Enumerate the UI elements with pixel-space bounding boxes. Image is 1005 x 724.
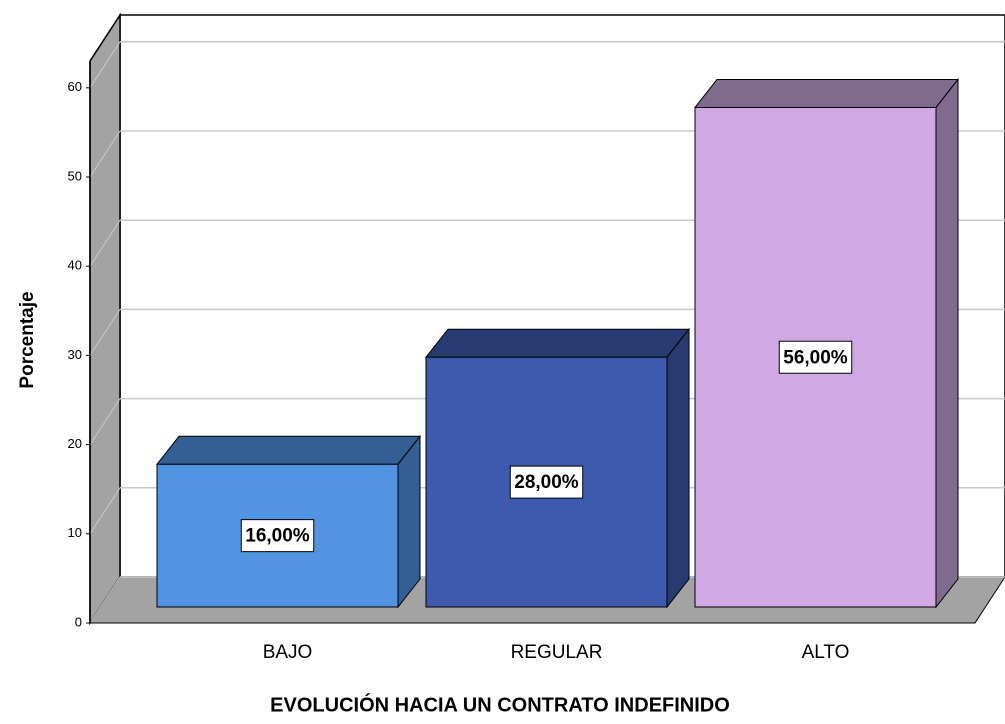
- wall-grid-line: [89, 487, 121, 535]
- value-label-box: [778, 340, 853, 374]
- wall-grid-line: [89, 309, 121, 356]
- value-label: 28,00%: [514, 472, 579, 493]
- value-label: 56,00%: [783, 347, 848, 368]
- x-tick-label: REGULAR: [511, 642, 603, 663]
- y-tick-label: 40: [68, 258, 82, 273]
- wall-grid-line: [89, 398, 121, 445]
- y-tick-label: 60: [68, 79, 82, 94]
- y-tick-label: 20: [68, 436, 82, 451]
- wall-grid-line: [89, 576, 121, 624]
- bar-top: [155, 435, 422, 465]
- y-tick-label: 0: [75, 614, 82, 629]
- x-tick-label: BAJO: [263, 642, 313, 663]
- left-wall: [89, 12, 121, 626]
- bar-top: [693, 78, 960, 108]
- bar: [693, 78, 960, 609]
- value-label-box: [509, 465, 584, 499]
- bar-side: [666, 327, 690, 609]
- x-tick-label: ALTO: [802, 642, 850, 663]
- y-axis-title: Porcentaje: [17, 291, 38, 388]
- bar-top: [424, 328, 691, 358]
- y-tick-label: 50: [68, 168, 82, 183]
- value-label: 16,00%: [245, 526, 310, 547]
- wall-grid-line: [89, 219, 121, 267]
- y-tick-label: 10: [68, 525, 82, 540]
- value-label-box: [240, 519, 315, 553]
- x-axis-title: EVOLUCIÓN HACIA UN CONTRATO INDEFINIDO: [270, 692, 730, 716]
- y-tick-label: 30: [68, 347, 82, 362]
- wall-grid-line: [89, 41, 121, 89]
- wall-grid-line: [89, 130, 121, 178]
- bar-side: [935, 78, 959, 609]
- bar-side: [397, 434, 421, 609]
